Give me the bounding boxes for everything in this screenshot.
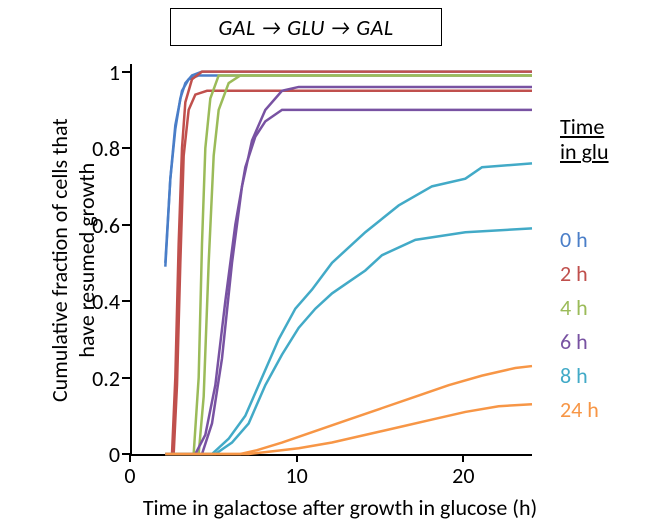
x-axis-label: Time in galactose after growth in glucos…	[100, 494, 580, 521]
series-line	[165, 72, 532, 454]
series-line	[165, 75, 532, 454]
y-tick-mark	[122, 377, 130, 379]
legend-title: Time in glu	[560, 114, 609, 165]
legend-item: 0 h	[560, 226, 588, 253]
chart-title-box: GAL → GLU → GAL	[170, 8, 442, 46]
legend-item: 6 h	[560, 328, 588, 355]
y-tick-label: 0.8	[80, 135, 120, 162]
y-tick-label: 0.6	[80, 212, 120, 239]
y-axis-label-line1: Cumulative fraction of cells that	[46, 118, 73, 402]
y-tick-mark	[122, 300, 130, 302]
legend-title-line1: Time	[560, 113, 604, 140]
legend-item: 4 h	[560, 294, 588, 321]
legend-title-line2: in glu	[560, 138, 609, 165]
x-tick-mark	[462, 454, 464, 462]
legend-item: 8 h	[560, 362, 588, 389]
y-tick-mark	[122, 224, 130, 226]
y-tick-label: 0.2	[80, 365, 120, 392]
x-tick-label: 20	[438, 462, 488, 489]
x-tick-label: 0	[105, 462, 155, 489]
series-line	[165, 75, 532, 454]
series-line	[165, 72, 532, 267]
legend-item: 2 h	[560, 260, 588, 287]
series-svg	[132, 64, 532, 454]
x-tick-mark	[296, 454, 298, 462]
y-tick-mark	[122, 147, 130, 149]
series-line	[165, 87, 532, 454]
y-tick-label: 0.4	[80, 288, 120, 315]
plot-area	[130, 64, 532, 456]
y-axis-label: Cumulative fraction of cells that	[47, 70, 73, 450]
x-tick-label: 10	[272, 462, 322, 489]
y-axis-label-line2: have resumed growth	[73, 163, 100, 358]
chart-root: GAL → GLU → GAL Cumulative fraction of c…	[0, 0, 672, 532]
y-tick-label: 1	[80, 59, 120, 86]
y-tick-mark	[122, 71, 130, 73]
x-tick-mark	[129, 454, 131, 462]
legend-item: 24 h	[560, 396, 599, 423]
y-axis-label-2: have resumed growth	[74, 70, 100, 450]
series-line	[165, 91, 532, 454]
